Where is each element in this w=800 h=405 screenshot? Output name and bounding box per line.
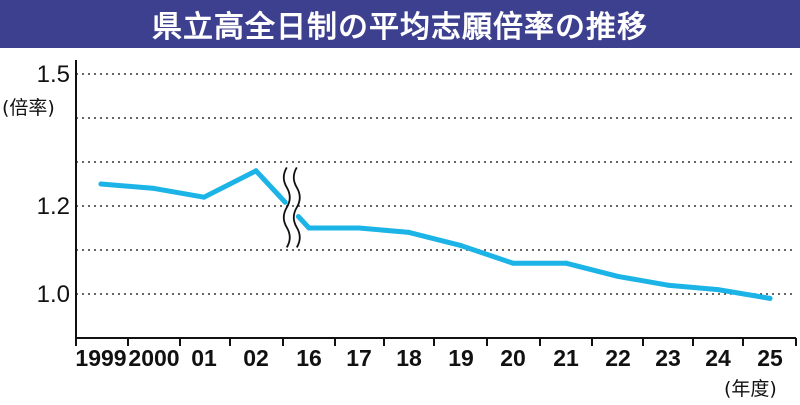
axis-break-mark — [282, 166, 301, 248]
data-point — [406, 229, 412, 235]
x-tick-label: 16 — [296, 345, 322, 371]
chart-title: 県立高全日制の平均志願倍率の推移 — [152, 10, 648, 45]
x-tick-label: 1999 — [75, 345, 126, 371]
x-ticks: 1999 2000 01 02 16 17 18 19 20 21 22 23 24 25 — [75, 338, 797, 371]
data-point — [458, 243, 464, 249]
data-point — [253, 168, 259, 174]
y-tick-label: 1.5 — [37, 61, 70, 88]
data-point — [98, 181, 104, 187]
x-tick-label: 25 — [757, 345, 783, 371]
x-axis-label: (年度) — [724, 378, 777, 400]
y-tick-label: 1.0 — [37, 281, 70, 308]
x-tick-label: 18 — [396, 345, 422, 371]
y-axis-label: (倍率) — [2, 97, 55, 119]
grid-lines — [76, 73, 796, 339]
data-point — [767, 295, 773, 301]
data-point — [356, 225, 362, 231]
data-point — [715, 287, 721, 293]
x-tick-label: 01 — [191, 345, 217, 371]
x-tick-label: 20 — [500, 345, 526, 371]
chart-title-bar: 県立高全日制の平均志願倍率の推移 — [0, 0, 800, 48]
data-point — [151, 185, 157, 191]
x-tick-label: 17 — [346, 345, 372, 371]
x-tick-label: 24 — [705, 345, 731, 371]
data-point — [665, 282, 671, 288]
x-tick-label: 22 — [605, 345, 631, 371]
axes — [75, 60, 796, 339]
data-point — [510, 260, 516, 266]
break-squiggle — [292, 166, 301, 248]
y-tick-label: 1.2 — [37, 193, 70, 220]
data-points — [98, 168, 773, 301]
x-tick-label: 02 — [243, 345, 269, 371]
x-tick-label: 2000 — [128, 345, 179, 371]
data-point — [563, 260, 569, 266]
data-point — [306, 225, 312, 231]
series-line — [98, 168, 773, 301]
data-point — [615, 273, 621, 279]
y-tick-labels: 1.5 1.2 1.0 — [37, 61, 70, 308]
x-tick-label: 19 — [448, 345, 474, 371]
x-tick-label: 21 — [553, 345, 579, 371]
break-squiggle — [282, 166, 291, 248]
x-tick-label: 23 — [655, 345, 681, 371]
data-point — [201, 194, 207, 200]
